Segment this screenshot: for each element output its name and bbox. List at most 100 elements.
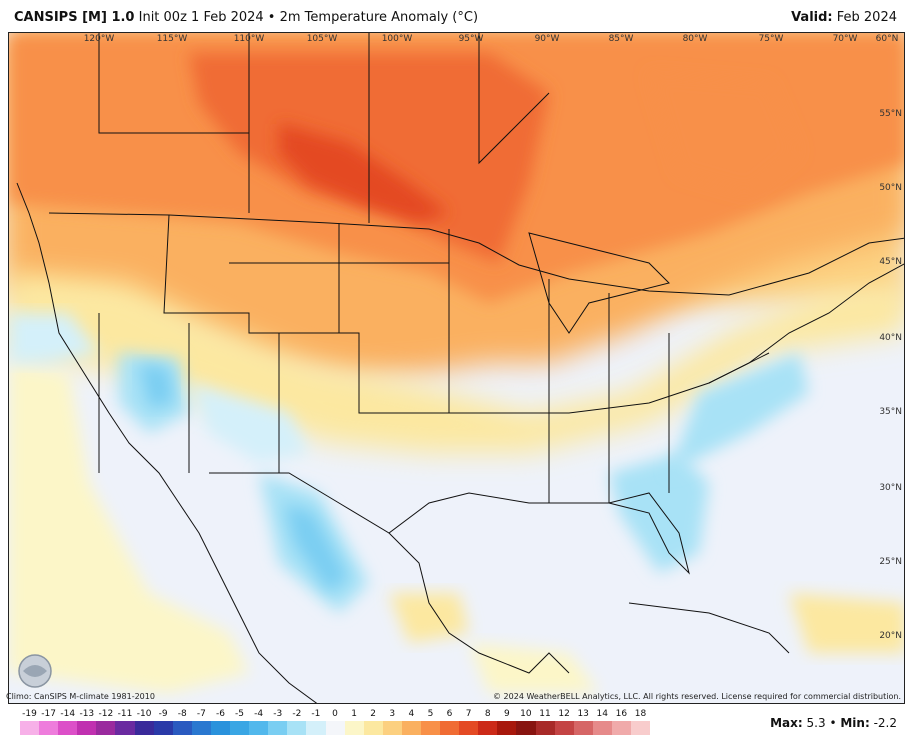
lon-label: 80°W (682, 34, 708, 44)
cuba (628, 602, 790, 654)
colorbar-label: -2 (292, 709, 302, 719)
colorbar-label: -13 (79, 709, 95, 719)
map-title: CANSIPS [M] 1.0 Init 00z 1 Feb 2024 • 2m… (14, 10, 478, 25)
lon-label: 115°W (156, 34, 188, 44)
mexico-coast (388, 532, 570, 674)
colorbar (20, 721, 651, 735)
colorbar-swatch (115, 721, 135, 735)
colorbar-label: -9 (158, 709, 168, 719)
pacific-coast (16, 182, 318, 703)
lon-label: 100°W (381, 34, 413, 44)
colorbar-swatch (592, 721, 612, 735)
atlantic-coast (708, 263, 904, 384)
colorbar-label: 3 (389, 709, 396, 719)
colorbar-swatch (210, 721, 231, 735)
colorbar-label: 10 (520, 709, 532, 719)
climo-note: Climo: CanSIPS M-climate 1981-2010 (6, 692, 155, 701)
colorbar-swatch (611, 721, 631, 735)
colorbar-swatch (20, 721, 40, 735)
valid-value: Feb 2024 (836, 10, 897, 25)
colorbar-label: -14 (60, 709, 76, 719)
max-value: 5.3 (806, 716, 826, 730)
colorbar-swatch (172, 721, 192, 735)
colorbar-label: 7 (465, 709, 472, 719)
lon-label: 75°W (758, 34, 784, 44)
lon-label: 120°W (83, 34, 115, 44)
lon-label: 110°W (233, 34, 265, 44)
valid-label: Valid: (791, 10, 833, 25)
lat-label: 35°N (879, 407, 902, 417)
max-label: Max: (770, 716, 803, 730)
colorbar-swatch (440, 721, 460, 735)
colorbar-swatch (554, 721, 574, 735)
colorbar-label: 1 (351, 709, 357, 719)
canada-border (48, 212, 904, 296)
anomaly-map[interactable]: 120°W 115°W 110°W 105°W 100°W 95°W 90°W … (8, 32, 905, 704)
colorbar-label: 11 (539, 709, 551, 719)
colorbar-swatch (306, 721, 326, 735)
colorbar-label: 16 (615, 709, 628, 719)
lat-label: 55°N (879, 109, 902, 119)
header: CANSIPS [M] 1.0 Init 00z 1 Feb 2024 • 2m… (0, 0, 913, 32)
colorbar-label: -10 (136, 709, 152, 719)
colorbar-swatch (230, 721, 250, 735)
lon-label: 85°W (608, 34, 634, 44)
colorbar-label: 0 (332, 709, 338, 719)
colorbar-swatch (287, 721, 307, 735)
colorbar-labels: -19 -17 -14 -13 -12 -11 -10 -9 -8 -7 -6 -5 -4 -3 -2 -1 0… (20, 709, 650, 721)
weatherbell-logo (17, 651, 95, 691)
colorbar-label: 6 (446, 709, 453, 719)
colorbar-swatch (39, 721, 59, 735)
lat-label: 45°N (879, 257, 902, 267)
provinces (98, 33, 550, 223)
colorbar-swatch (325, 721, 345, 735)
map-canvas (9, 33, 904, 703)
colorbar-label: -11 (117, 709, 133, 719)
colorbar-swatch (249, 721, 269, 735)
lon-label: 105°W (306, 34, 338, 44)
colorbar-swatch (631, 721, 651, 735)
lat-label: 30°N (879, 483, 902, 493)
colorbar-label: -17 (41, 709, 56, 719)
copyright-note: © 2024 WeatherBELL Analytics, LLC. All r… (493, 692, 901, 701)
colorbar-swatch (382, 721, 402, 735)
max-min-stats: Max: 5.3 • Min: -2.2 (770, 716, 897, 730)
colorbar-label: -1 (311, 709, 321, 719)
lat-label: 40°N (879, 333, 902, 343)
colorbar-label: 2 (370, 709, 377, 719)
boundaries (16, 33, 904, 703)
colorbar-label: -3 (273, 709, 283, 719)
lon-label: 95°W (458, 34, 484, 44)
lat-label: 25°N (879, 557, 902, 567)
state-lines-2 (98, 223, 670, 503)
colorbar-label: 14 (596, 709, 608, 719)
valid-date: Valid: Feb 2024 (791, 10, 897, 25)
colorbar-swatch (459, 721, 479, 735)
great-lakes (528, 232, 670, 334)
colorbar-label: -5 (235, 709, 245, 719)
colorbar-swatch (535, 721, 555, 735)
colorbar-label: -19 (22, 709, 37, 719)
colorbar-swatch (96, 721, 116, 735)
anomaly-shading (9, 33, 904, 693)
colorbar-swatch (58, 721, 78, 735)
gulf-coast (209, 472, 690, 575)
colorbar-swatch (401, 721, 421, 735)
run-info: Init 00z 1 Feb 2024 • 2m Temperature Ano… (138, 10, 479, 25)
min-value: -2.2 (873, 716, 897, 730)
lon-label: 60°N (875, 34, 899, 44)
colorbar-swatch (344, 721, 364, 735)
model-name: CANSIPS [M] 1.0 (14, 10, 135, 25)
colorbar-label: -4 (254, 709, 264, 719)
min-label: Min: (840, 716, 870, 730)
longitude-labels: 120°W 115°W 110°W 105°W 100°W 95°W 90°W … (9, 33, 904, 45)
lat-label: 50°N (879, 183, 902, 193)
colorbar-swatch (573, 721, 593, 735)
colorbar-swatch (268, 721, 288, 735)
colorbar-label: 13 (577, 709, 589, 719)
colorbar-label: 8 (484, 709, 491, 719)
colorbar-label: -8 (177, 709, 187, 719)
colorbar-swatch (516, 721, 536, 735)
colorbar-swatch (420, 721, 441, 735)
colorbar-label: 4 (408, 709, 415, 719)
